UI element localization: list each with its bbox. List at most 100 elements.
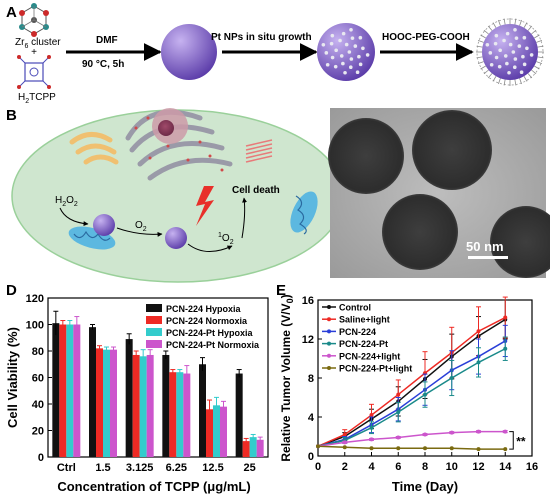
er-dots — [134, 116, 224, 172]
pt-nanoparticle-dot — [494, 33, 499, 38]
peg-chain — [477, 61, 484, 65]
x-tick-label: Ctrl — [57, 462, 76, 474]
legend-label: PCN-224-Pt — [339, 339, 388, 349]
pt-nanoparticle-dot — [329, 41, 334, 46]
bar — [199, 364, 206, 457]
x-tick-label: 3.125 — [126, 462, 154, 474]
peg-chain — [519, 19, 523, 26]
x-tick-label: 12.5 — [202, 462, 223, 474]
data-point — [342, 432, 347, 437]
chart-e: 0 4 8 12 16 0 2 4 6 8 10 12 14 16 Control Saline+light P… — [279, 294, 538, 494]
data-point — [369, 413, 374, 418]
peg-chain — [537, 45, 544, 48]
data-point — [396, 435, 401, 440]
pt-nanoparticle-dot — [488, 51, 493, 55]
pt-nanoparticle-dot — [489, 62, 494, 67]
legend-label: PCN-224 Normoxia — [166, 316, 248, 326]
data-point — [342, 440, 347, 445]
pt-nanoparticle-dot — [502, 38, 506, 43]
peg-chain — [483, 29, 489, 35]
pt-nanoparticle-dot — [529, 53, 534, 57]
x-tick-label: 12 — [472, 461, 484, 473]
pt-nanoparticle-dot — [493, 41, 498, 46]
pt-nanoparticle-dot — [350, 36, 355, 40]
h2o2-label: H2O2 — [55, 195, 78, 208]
pt-nanoparticle-dot — [330, 55, 335, 60]
tem-particles — [328, 110, 550, 278]
mitochondrion-right — [290, 191, 318, 235]
bar — [206, 409, 213, 457]
pt-nanoparticle-dot — [525, 46, 529, 51]
legend-label: Saline+light — [339, 315, 390, 325]
panel-a: A Zr6 cluster + — [6, 3, 544, 105]
series-line — [317, 318, 506, 447]
light-lightning-icon — [196, 186, 214, 226]
pt-nanoparticle-dot — [511, 50, 516, 54]
x-axis-label: Concentration of TCPP (μg/mL) — [57, 479, 250, 494]
legend-marker — [327, 305, 331, 309]
bar — [183, 373, 191, 457]
chart-d: 0 20 40 60 80 100 120 Ctrl 1.5 3.125 6.25 12.5 25 PCN… — [5, 293, 269, 494]
data-point — [476, 447, 481, 452]
peg-chain — [497, 78, 501, 85]
x-tick-label: 2 — [342, 461, 348, 473]
data-point — [369, 446, 374, 451]
pt-nanoparticle-dot — [348, 65, 353, 70]
pt-nanoparticle-dot — [497, 64, 502, 69]
pt-nanoparticle-dot — [358, 35, 363, 40]
data-point — [423, 392, 427, 397]
bar — [132, 354, 140, 457]
data-point — [396, 446, 401, 451]
legend-label: PCN-224-Pt+light — [339, 364, 412, 374]
peg-chain — [492, 76, 497, 82]
legend-marker — [327, 317, 331, 322]
legend-label: PCN-224 — [339, 327, 376, 337]
panel-e: E 0 4 8 12 16 0 2 4 6 8 10 12 14 16 Control Saline+ligh… — [276, 282, 538, 494]
x-tick-label: 14 — [499, 461, 512, 473]
x-tick-label: 16 — [526, 461, 538, 473]
data-point — [396, 392, 401, 397]
x-tick-label: 6.25 — [166, 462, 187, 474]
plus-sign: + — [31, 47, 37, 58]
legend-label: PCN-224-Pt Normoxia — [166, 340, 260, 350]
peg-chain — [480, 65, 486, 70]
pcn224-sphere — [161, 24, 217, 80]
panel-d: D 0 20 40 60 80 100 120 Ctrl 1.5 3.125 6.25 12.5 25 P… — [5, 282, 269, 494]
peg-chain — [536, 61, 543, 65]
panel-c: C 50 nm — [328, 107, 550, 278]
x-tick-label: 1.5 — [95, 462, 110, 474]
pt-nanoparticle-dot — [353, 44, 358, 48]
data-point — [449, 430, 454, 435]
panel-label-a: A — [6, 4, 17, 21]
peg-chain — [480, 34, 486, 39]
bar — [59, 324, 67, 457]
series-line — [317, 348, 506, 447]
pt-nanoparticle-dot — [349, 27, 353, 32]
peg-chain — [503, 79, 506, 86]
peg-chain — [534, 65, 540, 70]
singlet-oxygen-label: 1O2 — [218, 232, 234, 246]
significance-label: ** — [516, 434, 526, 448]
peg-chain — [523, 76, 528, 82]
pt-nanoparticle-dot — [505, 31, 510, 36]
data-point — [476, 360, 481, 365]
peg-chain — [527, 25, 533, 31]
legend-swatch — [146, 340, 162, 348]
peg-chain — [531, 69, 537, 75]
legend-swatch — [146, 304, 162, 312]
data-point — [503, 429, 508, 434]
y-tick-label: 80 — [32, 346, 44, 358]
h2o2-arrow — [59, 207, 89, 227]
pt-nanoparticle-dot — [522, 62, 527, 67]
peg-chain — [514, 18, 517, 25]
pt-nanoparticle-dot — [512, 65, 517, 70]
nanoparticle-2 — [165, 227, 187, 249]
series-line — [317, 430, 506, 447]
x-axis-label: Time (Day) — [392, 479, 458, 494]
pt-nanoparticle-dot — [338, 38, 342, 43]
peg-chain — [497, 19, 501, 26]
data-point — [476, 429, 481, 434]
pt-nanoparticle-dot — [521, 54, 525, 59]
series-line — [317, 340, 506, 447]
